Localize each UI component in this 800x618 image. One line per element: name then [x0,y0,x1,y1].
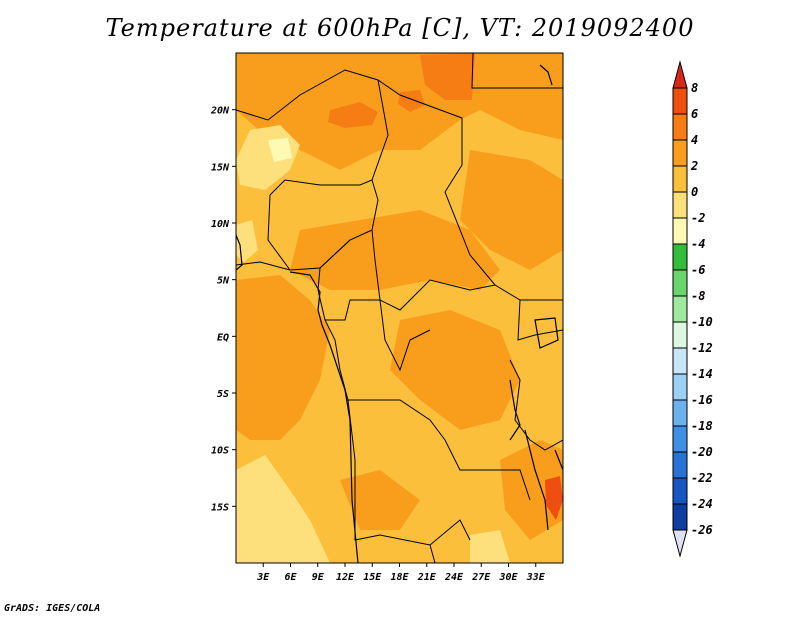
lon-tick-label: 21E [417,572,437,583]
colorbar-swatch [672,295,688,323]
latitude-axis: 20N 15N 10N 5N EQ 5S 10S 15S [210,106,236,513]
colorbar-level-label: -20 [691,445,713,459]
colorbar-swatch [672,425,688,453]
colorbar-level-label: -26 [691,523,713,537]
grads-credit: GrADS: IGES/COLA [4,603,101,614]
longitude-axis: 3E 6E 9E 12E 15E 18E 21E 24E 27E 30E 33E [256,563,546,583]
colorbar-swatch [672,87,688,115]
lon-tick-label: 33E [526,572,546,583]
colorbar-swatch [672,477,688,505]
lon-tick-label: 12E [336,572,355,583]
lat-tick-label: 5N [217,276,230,287]
field-warm-north [236,53,563,170]
colorbar-level-label: 6 [691,107,698,121]
colorbar-level-label: 0 [691,185,698,199]
colorbar-swatch [672,139,688,167]
colorbar-legend: 8 6 4 2 0 -2 -4 -6 -8 -10 -12 -14 -16 -18 -20 -22 -24 -26 [672,60,713,558]
lat-tick-label: EQ [217,332,229,343]
colorbar-level-label: -22 [691,471,713,485]
lat-tick-label: 10N [211,219,230,230]
coastlines [236,64,563,563]
lon-tick-label: 3E [256,572,270,583]
colorbar-swatch [672,269,688,297]
field-warm-central [290,210,500,290]
lat-tick-label: 15N [211,162,230,173]
colorbar-swatch [672,503,688,531]
field-cold-sahel [268,138,292,162]
colorbar-swatch [672,217,688,245]
field-hot-moz [545,476,563,520]
field-cool-coast [236,220,258,262]
lon-tick-label: 30E [498,572,518,583]
field-hot-ne [420,53,475,100]
colorbar-level-label: -2 [691,211,705,225]
field-cool-south [470,530,510,563]
colorbar-level-label: 4 [691,133,698,147]
lat-tick-label: 15S [211,502,229,513]
colorbar-top-arrow [672,60,688,89]
colorbar-level-label: 8 [691,81,698,95]
lon-tick-label: 24E [444,572,464,583]
colorbar-swatch [672,451,688,479]
field-warm-se [500,440,563,540]
colorbar-level-label: -14 [691,367,713,381]
lon-tick-label: 6E [284,572,297,583]
lat-tick-label: 10S [211,446,229,457]
lat-tick-label: 5S [217,389,229,400]
colorbar-swatch [672,191,688,219]
field-warm-south [340,470,420,530]
colorbar-level-label: -4 [691,237,705,251]
country-borders [236,53,563,563]
colorbar-swatch [672,399,688,427]
colorbar-level-label: -24 [691,497,713,511]
colorbar-swatch [672,347,688,375]
field-cool-sw [236,455,330,563]
map-title: Temperature at 600hPa [C], VT: 201909240… [105,14,695,42]
colorbar-level-label: -16 [691,393,713,407]
colorbar-level-label: -6 [691,263,705,277]
lon-tick-label: 27E [471,572,491,583]
colorbar-swatch [672,165,688,193]
colorbar-swatch [672,373,688,401]
colorbar-swatch [672,243,688,271]
colorbar-bottom-arrow [672,529,688,558]
lat-tick-label: 20N [210,106,230,117]
field-hot-tibesti [398,90,425,112]
colorbar-level-label: -18 [691,419,713,433]
lon-tick-label: 9E [312,572,325,583]
field-hot-sahara [328,102,378,128]
lon-tick-label: 18E [390,572,409,583]
field-warm-west [236,275,330,440]
colorbar-level-label: -10 [691,315,713,329]
colorbar-swatch [672,113,688,141]
lon-tick-label: 15E [363,572,382,583]
field-warm-basin [390,310,520,430]
colorbar-level-label: -8 [691,289,705,303]
colorbar-swatch [672,321,688,349]
colorbar-level-label: 2 [690,159,698,173]
colorbar-level-label: -12 [691,341,713,355]
field-warm-east [460,150,563,270]
